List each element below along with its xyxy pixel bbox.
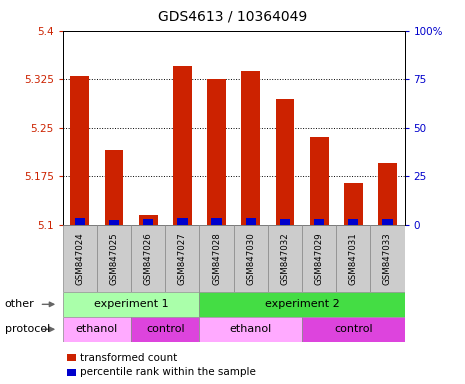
Bar xyxy=(241,71,260,225)
Bar xyxy=(199,292,405,317)
Bar xyxy=(382,219,392,225)
Bar xyxy=(302,317,405,342)
Bar xyxy=(131,225,165,292)
Bar xyxy=(71,76,89,225)
Bar xyxy=(314,219,324,225)
Text: control: control xyxy=(334,324,372,334)
Text: GSM847032: GSM847032 xyxy=(280,232,289,285)
Bar xyxy=(67,369,76,376)
Text: GSM847030: GSM847030 xyxy=(246,232,255,285)
Bar xyxy=(173,66,192,225)
Bar xyxy=(75,218,85,225)
Bar xyxy=(344,183,363,225)
Bar xyxy=(63,317,131,342)
Bar xyxy=(336,225,370,292)
Text: ethanol: ethanol xyxy=(230,324,272,334)
Bar xyxy=(348,219,359,225)
Text: GSM847029: GSM847029 xyxy=(315,232,324,285)
Text: GSM847031: GSM847031 xyxy=(349,232,358,285)
Text: GSM847033: GSM847033 xyxy=(383,232,392,285)
Bar xyxy=(370,225,405,292)
Bar xyxy=(246,218,256,225)
Text: transformed count: transformed count xyxy=(80,353,177,363)
Bar xyxy=(280,219,290,225)
Bar xyxy=(63,225,97,292)
Text: GSM847024: GSM847024 xyxy=(75,232,84,285)
Bar xyxy=(97,225,131,292)
Text: GSM847026: GSM847026 xyxy=(144,232,153,285)
Bar xyxy=(139,215,158,225)
Text: experiment 1: experiment 1 xyxy=(94,299,168,310)
Text: ethanol: ethanol xyxy=(76,324,118,334)
Text: protocol: protocol xyxy=(5,324,50,334)
Bar xyxy=(105,150,123,225)
Text: GDS4613 / 10364049: GDS4613 / 10364049 xyxy=(158,10,307,23)
Bar xyxy=(302,225,336,292)
Text: control: control xyxy=(146,324,185,334)
Bar xyxy=(207,79,226,225)
Text: other: other xyxy=(5,299,34,310)
Bar xyxy=(63,292,199,317)
Bar xyxy=(212,218,222,225)
Bar xyxy=(165,225,199,292)
Bar xyxy=(109,220,119,225)
Bar xyxy=(177,218,187,225)
Bar xyxy=(233,225,268,292)
Bar xyxy=(378,163,397,225)
Text: GSM847027: GSM847027 xyxy=(178,232,187,285)
Bar xyxy=(199,317,302,342)
Bar xyxy=(131,317,199,342)
Text: GSM847028: GSM847028 xyxy=(212,232,221,285)
Bar xyxy=(67,354,76,361)
Bar xyxy=(268,225,302,292)
Text: percentile rank within the sample: percentile rank within the sample xyxy=(80,367,255,377)
Bar xyxy=(199,225,233,292)
Bar xyxy=(276,99,294,225)
Bar xyxy=(310,137,328,225)
Text: GSM847025: GSM847025 xyxy=(110,232,119,285)
Text: experiment 2: experiment 2 xyxy=(265,299,339,310)
Bar xyxy=(143,219,153,225)
